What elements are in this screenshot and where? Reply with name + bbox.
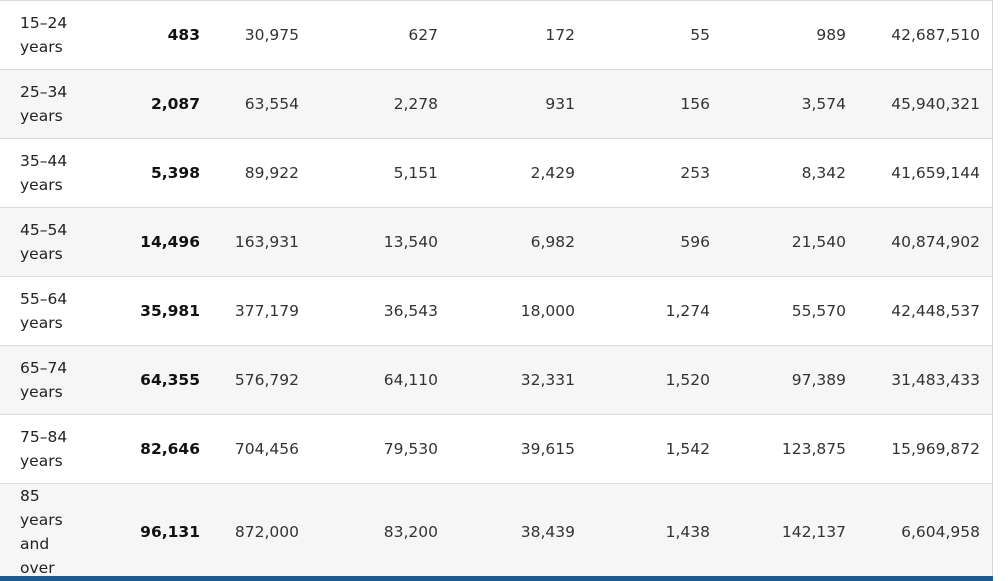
table-cell: 38,439 [520,523,575,541]
table-cell: 79,530 [383,440,438,458]
table-cell: 97,389 [791,371,846,389]
table-cell: 1,520 [665,371,710,389]
table-row: 55–64 years 35,981 377,179 36,543 18,000… [0,276,992,346]
table-cell: 6,982 [530,233,575,251]
age-group-cell: 25–34 years [20,83,68,125]
table-cell: 13,540 [383,233,438,251]
age-group-cell: 35–44 years [20,152,68,194]
age-group-cell: 55–64 years [20,290,68,332]
table-row: 85 years and over 96,131 872,000 83,200 … [0,483,992,580]
highlighted-value-cell: 14,496 [140,233,200,251]
table-bottom-border [0,576,993,581]
table-row: 65–74 years 64,355 576,792 64,110 32,331… [0,345,992,415]
table-cell: 1,438 [665,523,710,541]
table-cell: 36,543 [383,302,438,320]
table-cell: 63,554 [244,95,299,113]
highlighted-value-cell: 64,355 [140,371,200,389]
table-cell: 596 [680,233,710,251]
table-cell: 704,456 [234,440,299,458]
population-cell: 41,659,144 [891,164,980,182]
table-cell: 872,000 [234,523,299,541]
population-cell: 42,687,510 [891,26,980,44]
table-cell: 142,137 [781,523,846,541]
table-cell: 55,570 [791,302,846,320]
table-cell: 156 [680,95,710,113]
table-cell: 576,792 [234,371,299,389]
highlighted-value-cell: 2,087 [150,95,200,113]
population-cell: 31,483,433 [891,371,980,389]
highlighted-value-cell: 96,131 [140,523,200,541]
highlighted-value-cell: 35,981 [140,302,200,320]
population-cell: 15,969,872 [891,440,980,458]
age-group-cell: 45–54 years [20,221,68,263]
population-cell: 6,604,958 [901,523,980,541]
table-cell: 83,200 [383,523,438,541]
table-cell: 123,875 [781,440,846,458]
table-cell: 3,574 [801,95,846,113]
age-group-cell: 15–24 years [20,14,68,56]
table-cell: 1,542 [665,440,710,458]
population-cell: 40,874,902 [891,233,980,251]
table-cell: 55 [690,26,710,44]
table-cell: 2,429 [530,164,575,182]
table-cell: 627 [408,26,438,44]
age-group-cell: 85 years and over [20,487,63,577]
table-cell: 253 [680,164,710,182]
age-group-cell: 75–84 years [20,428,68,470]
highlighted-value-cell: 5,398 [150,164,200,182]
table-cell: 1,274 [665,302,710,320]
table-cell: 39,615 [520,440,575,458]
table-cell: 163,931 [234,233,299,251]
table-cell: 21,540 [791,233,846,251]
table-cell: 64,110 [383,371,438,389]
table-cell: 5,151 [393,164,438,182]
table-row: 25–34 years 2,087 63,554 2,278 931 156 3… [0,69,992,139]
table-cell: 8,342 [801,164,846,182]
highlighted-value-cell: 483 [167,26,200,44]
age-group-cell: 65–74 years [20,359,68,401]
table-row: 45–54 years 14,496 163,931 13,540 6,982 … [0,207,992,277]
population-cell: 45,940,321 [891,95,980,113]
table-cell: 172 [545,26,575,44]
table-cell: 30,975 [244,26,299,44]
table-cell: 32,331 [520,371,575,389]
table-cell: 931 [545,95,575,113]
highlighted-value-cell: 82,646 [140,440,200,458]
table-row: 75–84 years 82,646 704,456 79,530 39,615… [0,414,992,484]
table-cell: 377,179 [234,302,299,320]
table-cell: 89,922 [244,164,299,182]
table-cell: 2,278 [393,95,438,113]
table-row: 35–44 years 5,398 89,922 5,151 2,429 253… [0,138,992,208]
table-cell: 18,000 [520,302,575,320]
table-cell: 989 [816,26,846,44]
population-cell: 42,448,537 [891,302,980,320]
table-row: 15–24 years 483 30,975 627 172 55 989 42… [0,0,992,70]
